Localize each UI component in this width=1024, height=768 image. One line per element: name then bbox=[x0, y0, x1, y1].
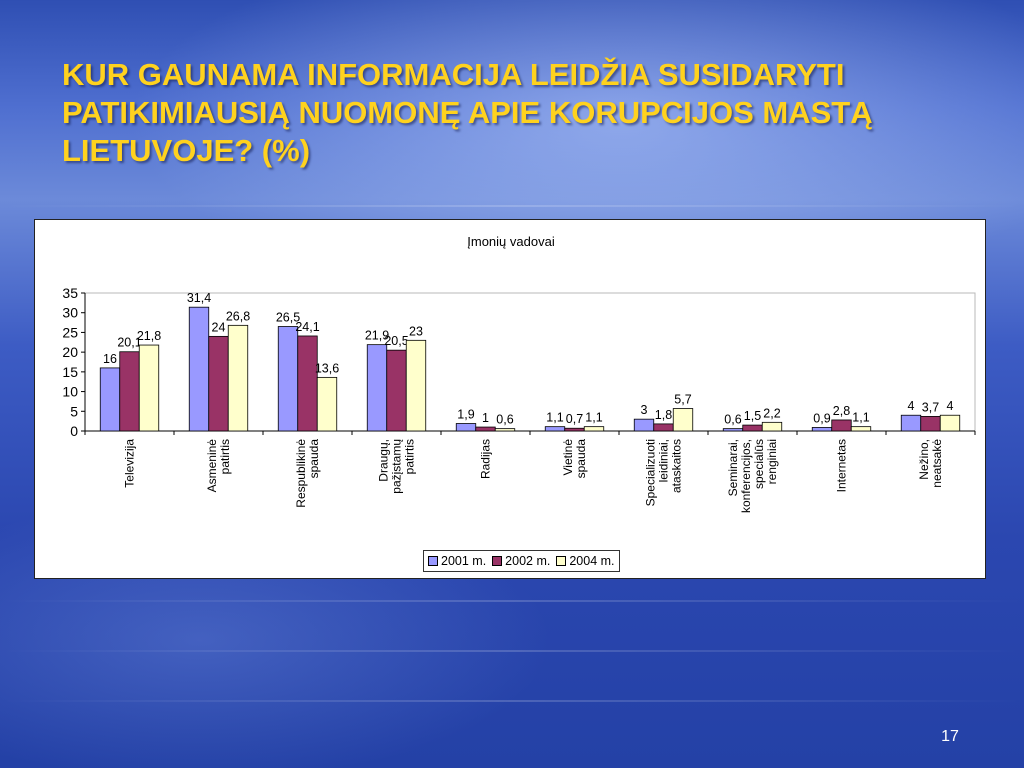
y-tick-label: 10 bbox=[62, 384, 78, 400]
data-label: 1,1 bbox=[585, 411, 602, 425]
legend-swatch bbox=[428, 556, 438, 566]
data-label: 20,5 bbox=[384, 334, 408, 348]
legend-swatch bbox=[556, 556, 567, 566]
y-tick-label: 15 bbox=[62, 364, 78, 380]
data-label: 5,7 bbox=[674, 393, 691, 407]
data-label: 2,2 bbox=[763, 406, 780, 420]
bar bbox=[138, 344, 160, 432]
bar bbox=[99, 367, 121, 432]
bar bbox=[366, 344, 388, 432]
x-tick-label: Seminarai,konferencijos,specialūsrengini… bbox=[726, 439, 779, 513]
legend-label: 2004 m. bbox=[569, 554, 615, 568]
y-tick-label: 30 bbox=[62, 305, 78, 321]
bar bbox=[653, 423, 674, 432]
bar bbox=[386, 349, 407, 432]
bar bbox=[672, 408, 694, 432]
x-tick-label: Respublikinėspauda bbox=[294, 439, 321, 508]
data-label: 4 bbox=[947, 399, 954, 413]
bar bbox=[208, 335, 229, 432]
bar bbox=[494, 428, 516, 432]
data-label: 1 bbox=[482, 411, 489, 425]
data-label: 0,6 bbox=[496, 413, 513, 427]
data-label: 4 bbox=[908, 399, 915, 413]
legend-label: 2002 m. bbox=[505, 554, 551, 568]
y-tick-label: 0 bbox=[70, 423, 78, 439]
bar bbox=[119, 351, 140, 432]
chart-title: Įmonių vadovai bbox=[467, 234, 555, 249]
bar bbox=[939, 414, 961, 432]
bar bbox=[742, 424, 763, 432]
data-label: 21,8 bbox=[137, 329, 161, 343]
bar bbox=[564, 427, 585, 432]
bar bbox=[455, 423, 477, 432]
data-label: 1,8 bbox=[655, 408, 672, 422]
data-label: 26,5 bbox=[276, 311, 300, 325]
legend-item: 2002 m. bbox=[492, 554, 550, 568]
data-label: 3,7 bbox=[922, 400, 939, 414]
bar bbox=[188, 306, 210, 432]
bar bbox=[811, 427, 833, 432]
data-label: 3 bbox=[641, 403, 648, 417]
data-label: 21,9 bbox=[365, 329, 389, 343]
data-label: 16 bbox=[103, 352, 117, 366]
x-tick-label: Vietinėspauda bbox=[561, 439, 588, 479]
data-label: 1,5 bbox=[744, 409, 761, 423]
bar bbox=[761, 421, 783, 432]
y-tick-label: 25 bbox=[62, 324, 78, 340]
bar bbox=[316, 376, 338, 432]
x-tick-label: Nežino,neatsakė bbox=[917, 439, 944, 488]
bar bbox=[900, 414, 922, 432]
chart-container: Įmonių vadovai 0 5 10 15 20 25 30 35 16 20,1 21,8 Te… bbox=[34, 219, 986, 579]
bar bbox=[850, 426, 872, 432]
data-label: 26,8 bbox=[226, 309, 250, 323]
data-label: 0,9 bbox=[813, 411, 830, 425]
legend-label: 2001 m. bbox=[441, 554, 487, 568]
x-tick-label: Draugų,pažįstamųpatirtis bbox=[377, 439, 417, 494]
data-label: 1,1 bbox=[852, 411, 869, 425]
chart-legend: 2001 m. 2002 m. 2004 m. bbox=[423, 550, 620, 572]
bar bbox=[544, 426, 566, 432]
x-tick-label: Specializuotileidiniai,ataskaitos bbox=[644, 439, 684, 506]
data-label: 2,8 bbox=[833, 404, 850, 418]
bar bbox=[633, 418, 655, 432]
y-tick-label: 20 bbox=[62, 344, 78, 360]
slide-title: KUR GAUNAMA INFORMACIJA LEIDŽIA SUSIDARY… bbox=[62, 57, 873, 168]
bar bbox=[475, 426, 496, 432]
bar bbox=[722, 428, 744, 432]
data-label: 24,1 bbox=[295, 320, 319, 334]
bar bbox=[920, 416, 941, 432]
legend-item: 2004 m. bbox=[556, 554, 615, 568]
data-label: 0,6 bbox=[724, 413, 741, 427]
bar bbox=[227, 324, 249, 432]
data-label: 23 bbox=[409, 324, 423, 338]
y-tick-label: 5 bbox=[70, 403, 78, 419]
bar bbox=[405, 339, 427, 432]
data-label: 24 bbox=[212, 320, 226, 334]
data-label: 31,4 bbox=[187, 291, 211, 305]
page-number: 17 bbox=[941, 728, 959, 745]
data-label: 1,1 bbox=[546, 411, 563, 425]
legend-swatch bbox=[492, 556, 503, 566]
data-label: 20,1 bbox=[117, 336, 141, 350]
legend-item: 2001 m. bbox=[428, 554, 486, 568]
bar bbox=[297, 335, 318, 432]
y-tick-label: 35 bbox=[62, 285, 78, 301]
data-label: 0,7 bbox=[566, 412, 583, 426]
bar bbox=[583, 426, 605, 432]
data-label: 13,6 bbox=[315, 361, 339, 375]
bar bbox=[277, 326, 299, 432]
x-tick-label: Radijas bbox=[479, 439, 493, 479]
x-tick-label: Televizija bbox=[123, 439, 137, 488]
x-tick-label: Asmeninėpatirtis bbox=[205, 439, 232, 493]
bar bbox=[831, 419, 852, 432]
x-tick-label: Internetas bbox=[835, 439, 849, 492]
data-label: 1,9 bbox=[457, 408, 474, 422]
